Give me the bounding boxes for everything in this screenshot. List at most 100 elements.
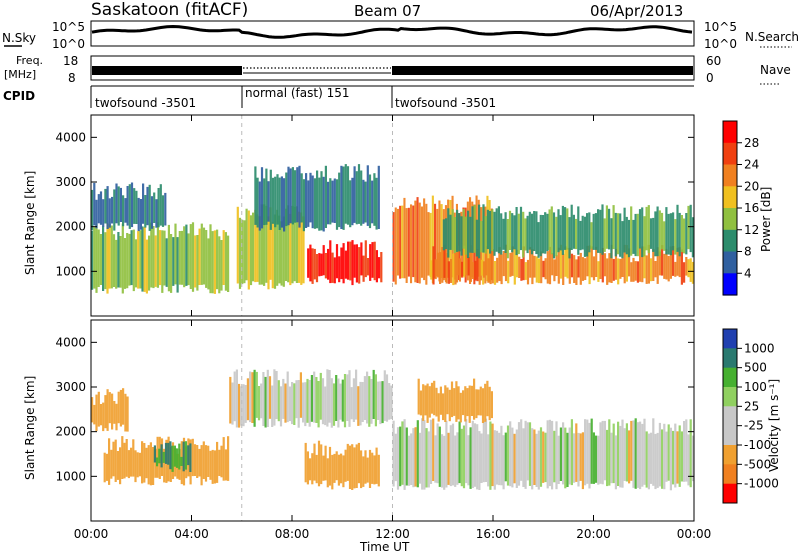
- power-cell: [667, 213, 670, 255]
- velocity-cell: [405, 427, 408, 486]
- velocity-cell: [335, 375, 338, 421]
- velocity-cell: [419, 390, 422, 416]
- power-cell: [638, 209, 642, 249]
- velocity-cell: [257, 386, 261, 421]
- velocity-cell: [106, 389, 109, 431]
- velocity-cell: [251, 372, 254, 423]
- velocity-cell: [522, 428, 525, 487]
- power-cell: [450, 259, 453, 283]
- colorbar-tick-label: -25: [744, 419, 764, 433]
- nsky-label: N.Sky: [2, 31, 36, 45]
- velocity-cell: [176, 448, 179, 468]
- power-cell: [180, 230, 184, 285]
- power-cell: [263, 178, 266, 226]
- power-cell: [156, 222, 159, 288]
- power-cell: [535, 211, 538, 255]
- y-tick-label: 1000: [55, 469, 86, 483]
- velocity-cell: [445, 420, 448, 488]
- power-cell: [373, 241, 376, 281]
- nsky-tick-top: 10^5: [52, 20, 85, 34]
- velocity-cell: [438, 426, 441, 487]
- velocity-cell: [575, 423, 578, 482]
- power-cell: [577, 256, 580, 278]
- power-cell: [669, 246, 672, 279]
- power-cell: [102, 226, 105, 291]
- velocity-cell: [357, 386, 360, 426]
- colorbar-tick-label: 12: [744, 223, 759, 237]
- power-cell: [643, 216, 646, 257]
- velocity-cell: [379, 381, 382, 425]
- power-cell: [161, 195, 165, 227]
- power-cell: [478, 252, 481, 285]
- colorbar-tick-label: 4: [744, 266, 752, 280]
- x-axis-label: Time UT: [359, 540, 410, 554]
- velocity-cell: [147, 445, 150, 485]
- velocity-cell: [590, 418, 593, 484]
- cpid-label: CPID: [3, 89, 35, 103]
- velocity-cell: [566, 432, 569, 487]
- power-cell: [152, 226, 155, 289]
- power-cell: [115, 183, 118, 224]
- velocity-cell: [390, 385, 393, 420]
- velocity-cell: [479, 386, 482, 416]
- cpid-segment-2: normal (fast) 151: [245, 86, 349, 100]
- velocity-cell: [363, 376, 366, 420]
- velocity-cell: [291, 382, 294, 425]
- colorbar-tick-label: 20: [744, 179, 759, 193]
- velocity-cell: [401, 421, 404, 485]
- velocity-cell: [654, 433, 657, 490]
- velocity-cell: [233, 371, 236, 422]
- power-cell: [445, 218, 448, 250]
- velocity-colorbar: 1000 500 100 25 -25 -100 -500 -1000: [722, 328, 779, 504]
- power-cell: [434, 259, 437, 280]
- power-cell: [665, 248, 668, 280]
- power-cell: [491, 209, 494, 251]
- power-cell: [260, 204, 263, 285]
- velocity-cell: [562, 422, 565, 485]
- velocity-cell: [489, 421, 492, 490]
- power-cell: [449, 214, 452, 250]
- power-cell: [548, 209, 551, 250]
- y-tick-label: 1000: [55, 264, 86, 278]
- velocity-cell: [116, 451, 119, 480]
- power-cell: [155, 199, 158, 228]
- nsearch-tick-top: 10^5: [704, 20, 737, 34]
- power-cell: [97, 229, 100, 287]
- power-cell: [207, 238, 210, 290]
- power-cell: [601, 204, 604, 255]
- velocity-cell: [597, 435, 600, 485]
- power-cell: [471, 206, 474, 253]
- velocity-cell: [542, 431, 545, 483]
- power-cell: [652, 217, 655, 252]
- power-cell: [588, 212, 591, 253]
- velocity-cell: [643, 418, 646, 485]
- power-cell: [656, 247, 659, 284]
- velocity-cell: [306, 378, 309, 423]
- power-cell: [287, 205, 290, 283]
- velocity-cell: [661, 429, 664, 489]
- power-cell: [401, 205, 404, 279]
- power-cell: [318, 177, 321, 231]
- velocity-cell: [209, 450, 212, 480]
- power-cell: [559, 244, 563, 279]
- power-cell: [295, 206, 298, 283]
- power-cell: [586, 245, 589, 277]
- power-cell: [283, 178, 286, 232]
- power-cell: [320, 253, 323, 276]
- power-cell: [360, 170, 363, 226]
- power-cell: [573, 255, 576, 283]
- velocity-cell: [373, 455, 376, 485]
- power-cell: [581, 215, 584, 250]
- power-cell: [497, 206, 500, 254]
- velocity-cell: [453, 388, 456, 416]
- velocity-cell: [304, 442, 307, 483]
- velocity-cell: [337, 378, 340, 428]
- velocity-cell: [331, 454, 334, 490]
- power-cell: [340, 247, 343, 280]
- velocity-cell: [478, 431, 481, 490]
- power-cell: [128, 184, 131, 229]
- velocity-cell: [459, 392, 462, 423]
- velocity-cell: [255, 371, 258, 418]
- power-cell: [440, 204, 443, 278]
